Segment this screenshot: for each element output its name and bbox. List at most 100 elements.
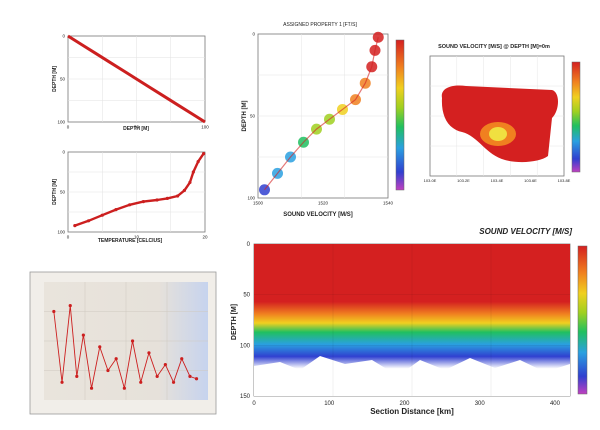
track-plot-point bbox=[163, 363, 167, 367]
temperature-profile-point bbox=[141, 200, 145, 204]
track-plot-point bbox=[194, 377, 199, 381]
track-plot-point bbox=[52, 309, 56, 314]
sound-velocity-profile-y-tick-label: 100 bbox=[247, 196, 255, 201]
temperature-profile-series bbox=[73, 152, 206, 228]
temperature-profile-point bbox=[188, 180, 192, 184]
sound-velocity-section-x-tick-label: 200 bbox=[399, 401, 410, 407]
sound-velocity-profile-y-tick-label: 50 bbox=[250, 114, 256, 119]
temperature-profile-point bbox=[128, 203, 132, 207]
temperature-profile-panel: 0 10 20 0 50 100 TEMPERATURE [CELCIUS] DEPTH … bbox=[52, 150, 208, 245]
sound-velocity-section-x-tick-label: 100 bbox=[324, 401, 335, 407]
temperature-profile-point bbox=[155, 198, 159, 202]
sound-velocity-depth-map-x-tick-label: 103.2E bbox=[457, 178, 470, 183]
temperature-profile-point bbox=[86, 219, 91, 223]
sound-velocity-profile-xlabel: SOUND VELOCITY [M/S] bbox=[283, 212, 353, 218]
temperature-profile-x-tick-label: 10 bbox=[134, 235, 140, 240]
sound-velocity-depth-map-panel: SOUND VELOCITY [M/S] @ DEPTH [M]=0m 103.… bbox=[424, 44, 581, 183]
sound-velocity-profile-grid bbox=[258, 34, 388, 198]
sound-velocity-section-x-tick-label: 400 bbox=[550, 401, 561, 407]
sound-velocity-section-colorbar bbox=[577, 245, 588, 395]
depth-profile-x-tick-label: 0 bbox=[67, 125, 70, 130]
sound-velocity-section-grid bbox=[254, 244, 570, 396]
temperature-profile-point bbox=[196, 160, 200, 164]
track-plot-series bbox=[52, 304, 199, 390]
sound-velocity-depth-map-x-tick-label: 103.0E bbox=[424, 178, 437, 183]
track-plot-point bbox=[106, 368, 110, 373]
sound-velocity-depth-map-x-tick-label: 103.4E bbox=[491, 178, 504, 183]
sound-velocity-profile-ylabel: DEPTH [M] bbox=[242, 101, 248, 132]
temperature-profile-point bbox=[73, 224, 77, 228]
sound-velocity-section-y-tick-label: 100 bbox=[240, 343, 251, 349]
sound-velocity-section-x-tick-label: 300 bbox=[475, 401, 486, 407]
track-plot-panel bbox=[29, 271, 217, 415]
sound-velocity-depth-map-ticks: 103.0E 103.2E 103.4E 103.6E 103.8E bbox=[424, 178, 571, 183]
sound-velocity-section-x-tick-label: 0 bbox=[252, 401, 256, 407]
track-plot-point bbox=[155, 374, 159, 378]
track-plot-point bbox=[122, 386, 126, 390]
temperature-profile-point bbox=[114, 208, 118, 212]
sound-velocity-section-y-tick-label: 0 bbox=[247, 242, 251, 248]
track-plot-point bbox=[130, 339, 135, 343]
temperature-profile-point bbox=[191, 170, 195, 174]
depth-profile-y-tick-label: 100 bbox=[57, 120, 65, 125]
temperature-profile-point bbox=[202, 152, 206, 156]
sound-velocity-profile-y-tick-label: 0 bbox=[252, 32, 255, 37]
sound-velocity-depth-map-hotspot-inner bbox=[489, 127, 507, 141]
sound-velocity-profile-x-tick-label: 1540 bbox=[383, 201, 394, 206]
depth-profile-series bbox=[67, 34, 206, 124]
track-plot-point bbox=[98, 345, 102, 349]
temperature-profile-point bbox=[176, 194, 180, 198]
temperature-profile-x-tick-label: 20 bbox=[202, 235, 208, 240]
sound-velocity-profile-ticks: 1500 1520 1540 0 50 100 bbox=[247, 32, 393, 206]
temperature-profile-point bbox=[182, 188, 187, 192]
sound-velocity-profile-x-tick-label: 1500 bbox=[253, 201, 264, 206]
track-plot-point bbox=[68, 304, 72, 308]
temperature-profile-y-tick-label: 50 bbox=[60, 190, 66, 195]
depth-profile-y-tick-label: 50 bbox=[60, 77, 66, 82]
track-plot-point bbox=[60, 380, 64, 384]
track-plot-point bbox=[147, 351, 151, 355]
sound-velocity-profile-x-tick-label: 1520 bbox=[318, 201, 329, 206]
track-plot-point bbox=[75, 374, 79, 378]
sound-velocity-section-y-tick-label: 50 bbox=[243, 293, 250, 299]
sound-velocity-depth-map-colorbar bbox=[571, 61, 581, 173]
temperature-profile-y-tick-label: 100 bbox=[57, 230, 65, 235]
sound-velocity-profile-panel: ASSIGNED PROPERTY 1 [FT/S] 1500 1520 1540 0… bbox=[242, 22, 405, 218]
temperature-profile-ylabel: DEPTH [M] bbox=[52, 179, 58, 205]
temperature-profile-line bbox=[74, 152, 205, 227]
track-plot-point bbox=[89, 386, 94, 390]
temperature-profile-x-tick-label: 0 bbox=[67, 235, 70, 240]
sound-velocity-section-y-tick-label: 150 bbox=[240, 394, 251, 400]
temperature-profile-xlabel: TEMPERATURE [CELCIUS] bbox=[98, 238, 163, 244]
sound-velocity-depth-map-title: SOUND VELOCITY [M/S] @ DEPTH [M]=0m bbox=[438, 44, 550, 50]
sound-velocity-depth-map-x-tick-label: 103.8E bbox=[558, 178, 571, 183]
track-plot-grid bbox=[44, 282, 208, 400]
temperature-profile-y-tick-label: 0 bbox=[62, 150, 65, 155]
depth-profile-y-tick-label: 0 bbox=[62, 34, 65, 39]
depth-profile-ylabel: DEPTH [M] bbox=[52, 66, 58, 92]
depth-profile-x-tick-label: 50 bbox=[134, 125, 140, 130]
sound-velocity-section-ticks: 0 100 200 300 400 0 50 100 150 bbox=[240, 242, 561, 407]
sound-velocity-profile-title: ASSIGNED PROPERTY 1 [FT/S] bbox=[283, 22, 357, 28]
temperature-profile-ticks: 0 10 20 0 50 100 bbox=[57, 150, 208, 240]
track-plot-point bbox=[81, 333, 85, 337]
temperature-profile-point bbox=[165, 196, 169, 200]
sound-velocity-section-panel: SOUND VELOCITY [M/S] 0 100 200 300 400 0 50 100… bbox=[231, 227, 588, 416]
temperature-profile-grid bbox=[68, 152, 205, 232]
sound-velocity-section-title: SOUND VELOCITY [M/S] bbox=[479, 227, 572, 236]
sound-velocity-profile-series bbox=[259, 31, 384, 196]
sound-velocity-section-ylabel: DEPTH [M] bbox=[231, 304, 238, 340]
depth-profile-xlabel: DEPTH [M] bbox=[123, 126, 149, 132]
track-plot-point bbox=[139, 380, 143, 384]
track-plot-point bbox=[114, 357, 118, 361]
sound-velocity-section-deep-boundary bbox=[254, 356, 570, 396]
track-plot-point bbox=[180, 357, 184, 361]
sound-velocity-depth-map-x-tick-label: 103.6E bbox=[524, 178, 537, 183]
depth-profile-line bbox=[67, 34, 206, 124]
track-plot-point bbox=[188, 374, 192, 378]
depth-profile-x-tick-label: 100 bbox=[201, 125, 209, 130]
sound-velocity-profile-colorbar bbox=[395, 39, 405, 191]
